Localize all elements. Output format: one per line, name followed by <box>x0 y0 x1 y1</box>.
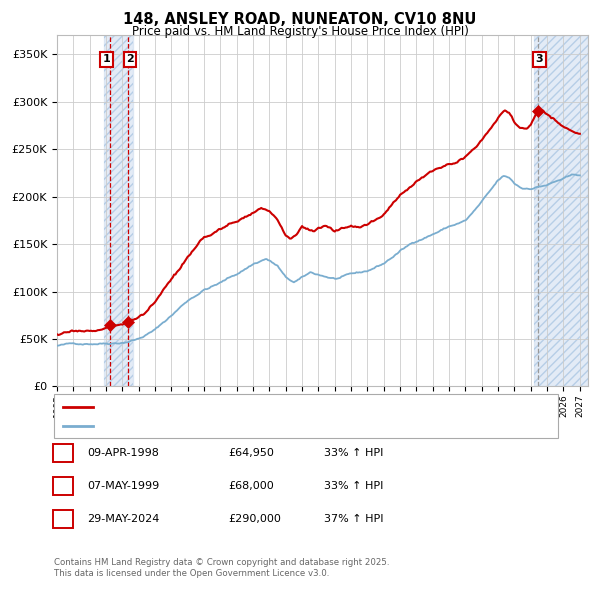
Text: £68,000: £68,000 <box>228 481 274 491</box>
Text: 1: 1 <box>103 54 110 64</box>
Text: 3: 3 <box>536 54 543 64</box>
Text: 2: 2 <box>126 54 134 64</box>
Text: £64,950: £64,950 <box>228 448 274 458</box>
Bar <box>104 35 133 386</box>
Text: 148, ANSLEY ROAD, NUNEATON, CV10 8NU: 148, ANSLEY ROAD, NUNEATON, CV10 8NU <box>124 12 476 27</box>
Text: 09-APR-1998: 09-APR-1998 <box>87 448 159 458</box>
Bar <box>534 35 588 386</box>
Text: Price paid vs. HM Land Registry's House Price Index (HPI): Price paid vs. HM Land Registry's House … <box>131 25 469 38</box>
Text: Contains HM Land Registry data © Crown copyright and database right 2025.
This d: Contains HM Land Registry data © Crown c… <box>54 558 389 578</box>
Text: £290,000: £290,000 <box>228 514 281 524</box>
Text: 3: 3 <box>59 514 67 524</box>
Text: 1: 1 <box>59 448 67 458</box>
Text: 37% ↑ HPI: 37% ↑ HPI <box>324 514 383 524</box>
Text: 2: 2 <box>59 481 67 491</box>
Text: 33% ↑ HPI: 33% ↑ HPI <box>324 481 383 491</box>
Bar <box>104 35 133 386</box>
Text: 29-MAY-2024: 29-MAY-2024 <box>87 514 160 524</box>
Text: 33% ↑ HPI: 33% ↑ HPI <box>324 448 383 458</box>
Text: 07-MAY-1999: 07-MAY-1999 <box>87 481 159 491</box>
Bar <box>534 35 588 386</box>
Text: HPI: Average price, semi-detached house, Nuneaton and Bedworth: HPI: Average price, semi-detached house,… <box>99 421 448 431</box>
Text: 148, ANSLEY ROAD, NUNEATON, CV10 8NU (semi-detached house): 148, ANSLEY ROAD, NUNEATON, CV10 8NU (se… <box>99 402 447 411</box>
